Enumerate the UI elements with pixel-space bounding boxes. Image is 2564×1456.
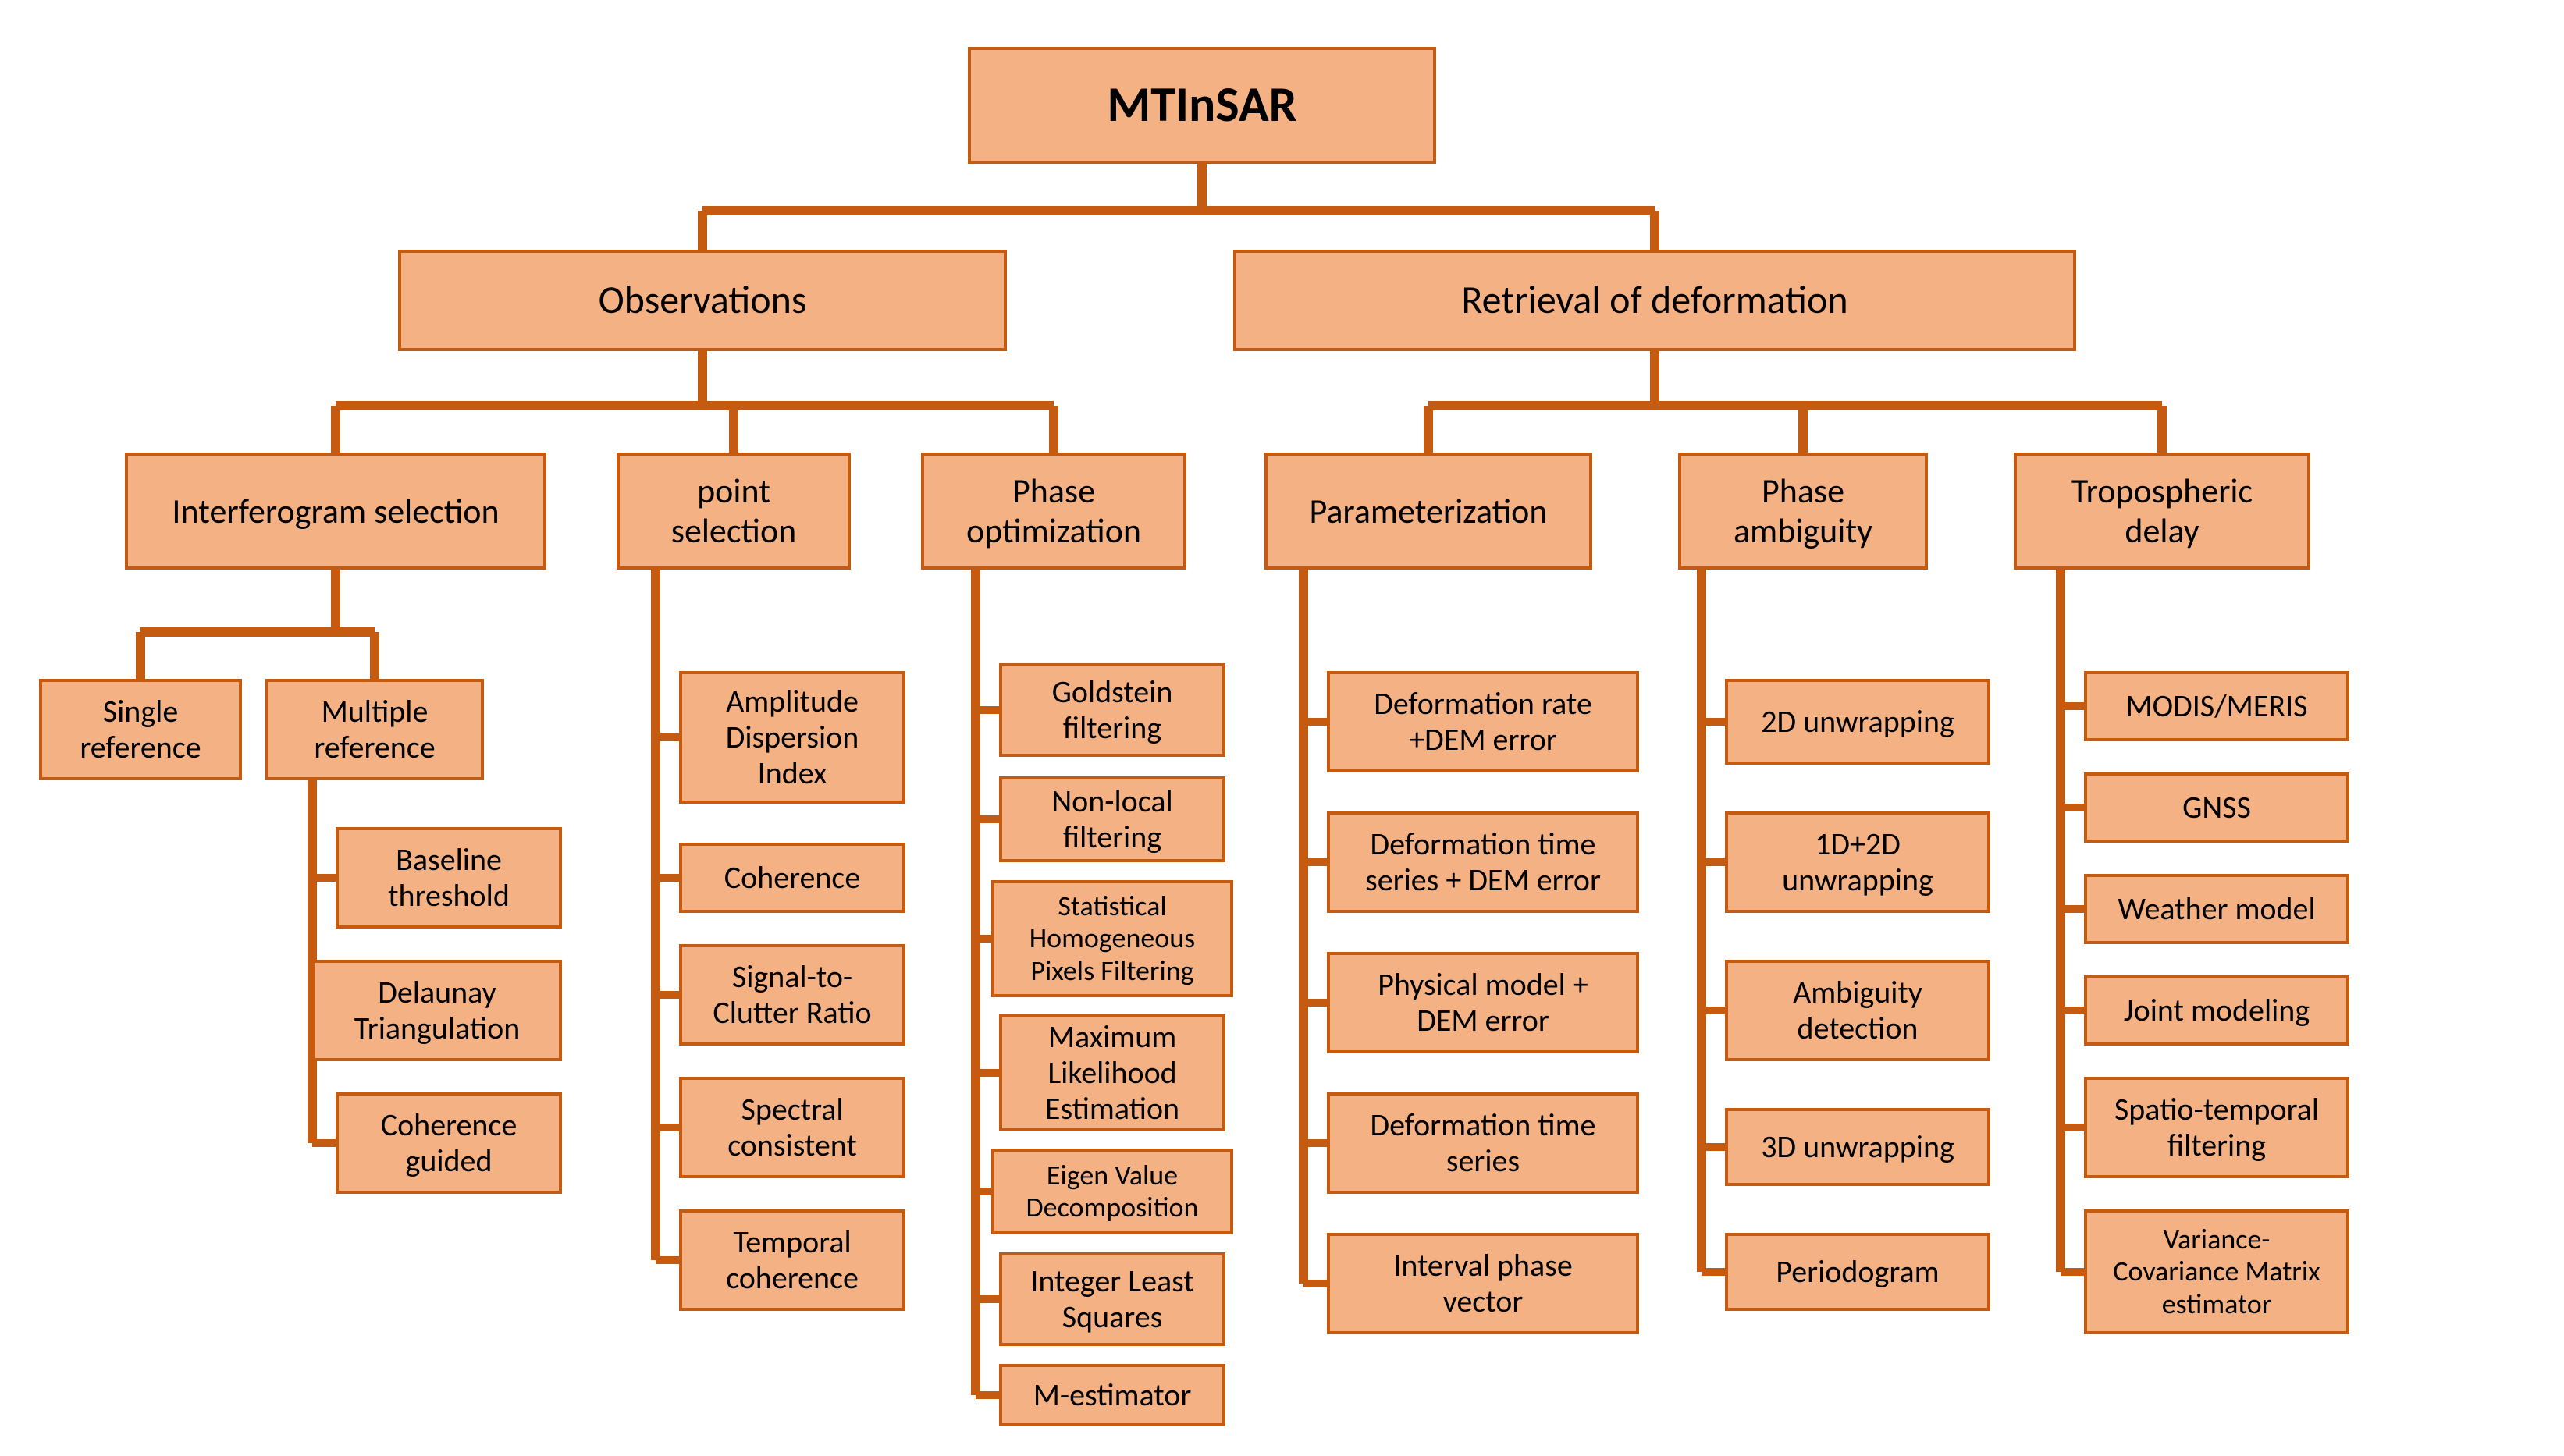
node-label: Coherence xyxy=(724,860,861,896)
node-label: Deformation timeseries xyxy=(1371,1107,1596,1179)
node-tr1: MODIS/MERIS xyxy=(2084,671,2349,741)
node-pa1: Deformation rate+DEM error xyxy=(1327,671,1639,772)
node-am5: Periodogram xyxy=(1725,1233,1990,1311)
node-label: MODIS/MERIS xyxy=(2125,688,2307,724)
node-am2: 1D+2Dunwrapping xyxy=(1725,811,1990,913)
node-label: pointselection xyxy=(671,471,797,550)
node-label: Parameterization xyxy=(1310,492,1548,531)
node-tr5: Spatio-temporalfiltering xyxy=(2084,1077,2349,1178)
node-multi: Multiplereference xyxy=(265,679,484,780)
node-mr3: Coherenceguided xyxy=(336,1092,562,1194)
node-po3: StatisticalHomogeneousPixels Filtering xyxy=(991,880,1233,997)
node-label: Troposphericdelay xyxy=(2071,471,2253,550)
node-label: Integer LeastSquares xyxy=(1030,1263,1193,1335)
node-label: Non-localfiltering xyxy=(1051,783,1172,855)
node-po6: Integer LeastSquares xyxy=(999,1252,1225,1346)
node-ps5: Temporalcoherence xyxy=(679,1209,905,1311)
node-point: pointselection xyxy=(617,453,851,570)
node-label: AmplitudeDispersionIndex xyxy=(726,684,859,791)
node-label: MTInSAR xyxy=(1107,76,1296,134)
node-tr6: Variance-Covariance Matrixestimator xyxy=(2084,1209,2349,1334)
node-pa3: Physical model +DEM error xyxy=(1327,952,1639,1053)
node-mr1: Baselinethreshold xyxy=(336,827,562,929)
node-label: Signal-to-Clutter Ratio xyxy=(713,959,871,1031)
node-label: Coherenceguided xyxy=(381,1107,517,1179)
node-label: Interval phasevector xyxy=(1393,1248,1573,1319)
node-label: Joint modeling xyxy=(2124,993,2310,1028)
node-phopt: Phaseoptimization xyxy=(921,453,1186,570)
node-tr2: GNSS xyxy=(2084,772,2349,843)
node-label: Periodogram xyxy=(1776,1254,1939,1290)
node-po5: Eigen ValueDecomposition xyxy=(991,1149,1233,1234)
node-pa2: Deformation timeseries + DEM error xyxy=(1327,811,1639,913)
node-label: Phaseambiguity xyxy=(1734,471,1872,550)
node-label: Observations xyxy=(599,278,807,323)
node-label: DelaunayTriangulation xyxy=(354,975,521,1046)
node-ps1: AmplitudeDispersionIndex xyxy=(679,671,905,804)
node-label: Deformation rate+DEM error xyxy=(1374,686,1592,758)
node-label: Phaseoptimization xyxy=(966,471,1141,550)
node-ret: Retrieval of deformation xyxy=(1233,250,2076,351)
node-label: 3D unwrapping xyxy=(1761,1129,1954,1165)
node-tr3: Weather model xyxy=(2084,874,2349,944)
node-tr4: Joint modeling xyxy=(2084,975,2349,1046)
node-phamb: Phaseambiguity xyxy=(1678,453,1928,570)
node-single: Singlereference xyxy=(39,679,242,780)
node-ps4: Spectralconsistent xyxy=(679,1077,905,1178)
node-label: Deformation timeseries + DEM error xyxy=(1365,826,1601,898)
node-label: Baselinethreshold xyxy=(388,842,510,914)
node-po1: Goldsteinfiltering xyxy=(999,663,1225,757)
node-am3: Ambiguitydetection xyxy=(1725,960,1990,1061)
node-tropo: Troposphericdelay xyxy=(2014,453,2310,570)
node-ps2: Coherence xyxy=(679,843,905,913)
node-label: MaximumLikelihoodEstimation xyxy=(1045,1019,1179,1127)
node-label: Goldsteinfiltering xyxy=(1052,674,1173,746)
node-am4: 3D unwrapping xyxy=(1725,1108,1990,1186)
node-label: 1D+2Dunwrapping xyxy=(1782,826,1933,898)
node-po7: M-estimator xyxy=(999,1364,1225,1426)
node-label: 2D unwrapping xyxy=(1761,704,1954,740)
node-interf: Interferogram selection xyxy=(125,453,546,570)
node-label: StatisticalHomogeneousPixels Filtering xyxy=(1030,890,1196,987)
node-label: GNSS xyxy=(2182,790,2251,826)
node-pa4: Deformation timeseries xyxy=(1327,1092,1639,1194)
node-label: M-estimator xyxy=(1033,1377,1192,1413)
node-label: Weather model xyxy=(2118,891,2315,927)
node-mr2: DelaunayTriangulation xyxy=(312,960,562,1061)
node-label: Singlereference xyxy=(80,694,201,765)
node-label: Spatio-temporalfiltering xyxy=(2114,1092,2319,1163)
node-po4: MaximumLikelihoodEstimation xyxy=(999,1014,1225,1131)
node-ps3: Signal-to-Clutter Ratio xyxy=(679,944,905,1046)
node-label: Multiplereference xyxy=(314,694,435,765)
node-param: Parameterization xyxy=(1264,453,1592,570)
node-label: Interferogram selection xyxy=(172,492,499,531)
node-label: Eigen ValueDecomposition xyxy=(1026,1159,1199,1224)
node-obs: Observations xyxy=(398,250,1007,351)
node-am1: 2D unwrapping xyxy=(1725,679,1990,765)
node-label: Temporalcoherence xyxy=(726,1224,859,1296)
node-label: Variance-Covariance Matrixestimator xyxy=(2113,1223,2320,1320)
node-root: MTInSAR xyxy=(968,47,1436,164)
node-label: Physical model +DEM error xyxy=(1378,967,1588,1039)
node-pa5: Interval phasevector xyxy=(1327,1233,1639,1334)
node-label: Spectralconsistent xyxy=(727,1092,857,1163)
node-po2: Non-localfiltering xyxy=(999,776,1225,862)
node-label: Ambiguitydetection xyxy=(1793,975,1922,1046)
node-label: Retrieval of deformation xyxy=(1461,278,1847,323)
